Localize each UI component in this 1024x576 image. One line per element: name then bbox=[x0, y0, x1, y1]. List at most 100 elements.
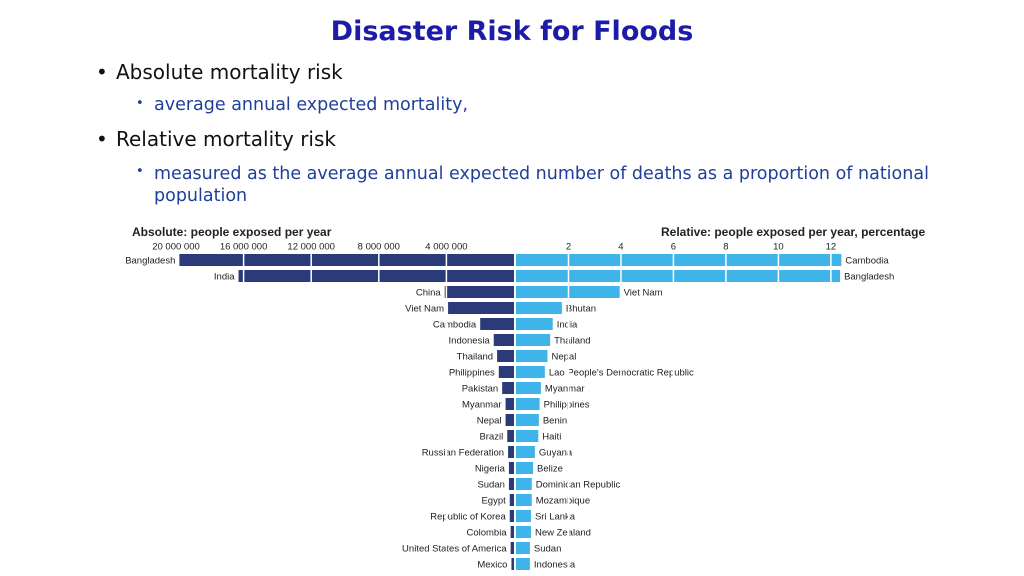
category-label: Bangladesh bbox=[844, 272, 894, 283]
bar bbox=[516, 350, 548, 362]
bar bbox=[510, 526, 514, 538]
bar bbox=[516, 526, 531, 538]
category-label: United States of America bbox=[402, 544, 507, 555]
x-tick-label: 8 000 000 bbox=[358, 242, 400, 253]
bar bbox=[516, 462, 534, 474]
category-label: Dominican Republic bbox=[536, 480, 621, 491]
bar bbox=[516, 446, 535, 458]
category-label: Viet Nam bbox=[405, 304, 444, 315]
bullet-mark: • bbox=[136, 164, 144, 179]
sub-bullet: average annual expected mortality, bbox=[154, 95, 469, 115]
bullet-mark: • bbox=[96, 60, 108, 84]
category-label: Myanmar bbox=[545, 384, 585, 395]
x-tick-label: 20 000 000 bbox=[152, 242, 200, 253]
category-label: Haiti bbox=[542, 432, 561, 443]
bar bbox=[505, 398, 514, 410]
category-label: Bangladesh bbox=[125, 256, 175, 267]
bar bbox=[516, 398, 540, 410]
category-label: Thailand bbox=[457, 352, 493, 363]
bar bbox=[511, 558, 514, 570]
category-label: Bhutan bbox=[566, 304, 596, 315]
category-label: Nepal bbox=[551, 352, 576, 363]
bar bbox=[516, 382, 541, 394]
bullet: Absolute mortality risk bbox=[116, 60, 343, 84]
bar bbox=[238, 270, 514, 282]
bar bbox=[516, 254, 842, 266]
bar bbox=[480, 318, 514, 330]
category-label: Indonesia bbox=[449, 336, 491, 347]
x-tick-label: 6 bbox=[671, 242, 676, 253]
bar bbox=[516, 478, 532, 490]
category-label: Guyana bbox=[539, 448, 573, 459]
bar bbox=[448, 302, 514, 314]
bar bbox=[516, 366, 545, 378]
x-tick-label: 10 bbox=[773, 242, 784, 253]
category-label: Brazil bbox=[479, 432, 503, 443]
bar bbox=[516, 558, 530, 570]
bar bbox=[493, 334, 514, 346]
category-label: Indonesia bbox=[534, 560, 576, 571]
bullet: Relative mortality risk bbox=[116, 127, 336, 151]
bar bbox=[505, 414, 514, 426]
bar bbox=[516, 270, 841, 282]
category-label: Nepal bbox=[477, 416, 502, 427]
category-label: Russian Federation bbox=[422, 448, 504, 459]
bar bbox=[516, 510, 531, 522]
bullet-mark: • bbox=[136, 96, 144, 111]
slide-title: Disaster Risk for Floods bbox=[330, 16, 694, 47]
bar bbox=[508, 462, 514, 474]
category-label: Cambodia bbox=[845, 256, 889, 267]
category-label: Pakistan bbox=[462, 384, 498, 395]
bar bbox=[507, 430, 514, 442]
bar bbox=[497, 350, 514, 362]
category-label: Thailand bbox=[554, 336, 590, 347]
category-label: New Zealand bbox=[535, 528, 591, 539]
category-label: Mexico bbox=[477, 560, 507, 571]
x-tick-label: 4 bbox=[618, 242, 623, 253]
bar bbox=[498, 366, 514, 378]
bar bbox=[508, 478, 514, 490]
x-tick-label: 12 bbox=[826, 242, 837, 253]
category-label: Belize bbox=[537, 464, 563, 475]
category-label: Colombia bbox=[466, 528, 507, 539]
category-label: Sudan bbox=[477, 480, 504, 491]
category-label: Cambodia bbox=[433, 320, 477, 331]
chart-title: Absolute: people exposed per year bbox=[132, 225, 332, 239]
category-label: Mozambique bbox=[536, 496, 590, 507]
category-label: Sri Lanka bbox=[535, 512, 576, 523]
bar bbox=[516, 430, 539, 442]
category-label: Egypt bbox=[481, 496, 506, 507]
category-label: Myanmar bbox=[462, 400, 502, 411]
bar bbox=[516, 334, 551, 346]
bullet-mark: • bbox=[96, 127, 108, 151]
category-label: India bbox=[557, 320, 578, 331]
category-label: Sudan bbox=[534, 544, 561, 555]
bar bbox=[502, 382, 514, 394]
bar bbox=[516, 542, 530, 554]
bar bbox=[179, 254, 514, 266]
bar bbox=[516, 302, 562, 314]
category-label: Republic of Korea bbox=[430, 512, 506, 523]
bar bbox=[509, 510, 514, 522]
bar bbox=[509, 494, 514, 506]
category-label: Nigeria bbox=[475, 464, 506, 475]
bar bbox=[516, 414, 539, 426]
bar bbox=[508, 446, 514, 458]
bar bbox=[444, 286, 514, 298]
category-label: Viet Nam bbox=[624, 288, 663, 299]
category-label: Philippines bbox=[544, 400, 590, 411]
category-label: China bbox=[416, 288, 442, 299]
x-tick-label: 12 000 000 bbox=[287, 242, 335, 253]
x-tick-label: 2 bbox=[566, 242, 571, 253]
bar bbox=[510, 542, 514, 554]
x-tick-label: 16 000 000 bbox=[220, 242, 268, 253]
category-label: Philippines bbox=[449, 368, 495, 379]
bar bbox=[516, 318, 553, 330]
x-tick-label: 4 000 000 bbox=[425, 242, 467, 253]
category-label: Benin bbox=[543, 416, 567, 427]
category-label: India bbox=[214, 272, 235, 283]
chart-title: Relative: people exposed per year, perce… bbox=[661, 225, 925, 239]
sub-bullet: measured as the average annual expected … bbox=[154, 164, 929, 206]
